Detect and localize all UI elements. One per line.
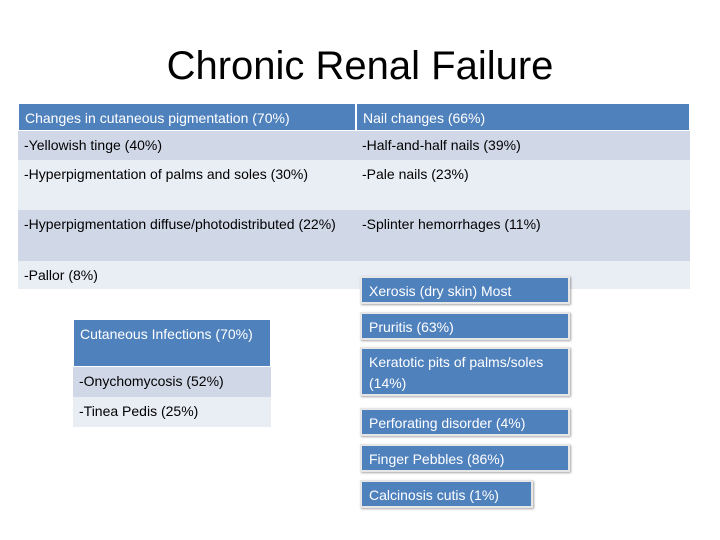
slide-title: Chronic Renal Failure — [166, 44, 554, 88]
table-cell: -Half-and-half nails (39%) — [356, 131, 690, 160]
table-cell: -Hyperpigmentation of palms and soles (3… — [18, 160, 356, 210]
perforating-disorder-box: Perforating disorder (4%) — [360, 408, 570, 436]
table-cell: -Yellowish tinge (40%) — [18, 131, 356, 160]
calcinosis-cutis-box: Calcinosis cutis (1%) — [360, 480, 533, 508]
pruritis-box: Pruritis (63%) — [360, 312, 570, 340]
xerosis-box: Xerosis (dry skin) Most — [360, 276, 570, 304]
table-cell: -Hyperpigmentation diffuse/photodistribu… — [18, 210, 356, 261]
table-cell: -Pallor (8%) — [18, 261, 356, 289]
table-cell: -Splinter hemorrhages (11%) — [356, 210, 690, 261]
keratotic-pits-box: Keratotic pits of palms/soles (14%) — [360, 347, 570, 396]
table-header-pigmentation: Changes in cutaneous pigmentation (70%) — [18, 103, 356, 131]
finger-pebbles-box: Finger Pebbles (86%) — [360, 444, 570, 472]
table-cell: -Onychomycosis (52%) — [73, 367, 271, 397]
table-cell: -Tinea Pedis (25%) — [73, 397, 271, 427]
table-cell: -Pale nails (23%) — [356, 160, 690, 210]
table-header-nail: Nail changes (66%) — [356, 103, 690, 131]
table-header-infections: Cutaneous Infections (70%) — [73, 319, 271, 367]
